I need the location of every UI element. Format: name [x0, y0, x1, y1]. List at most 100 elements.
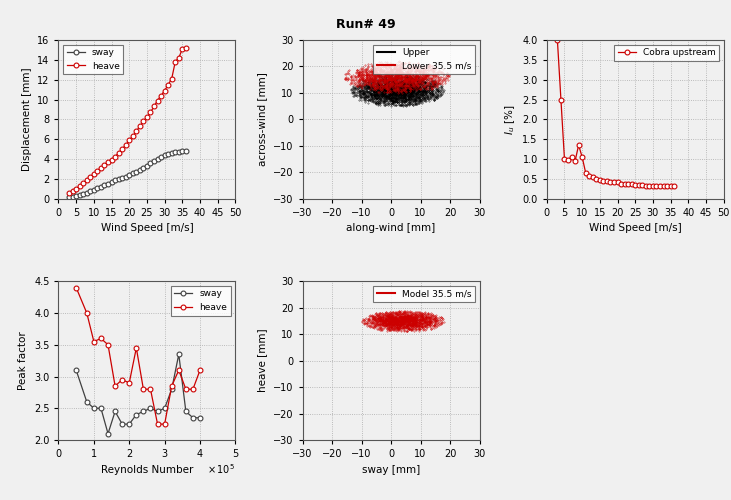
heave [89, 338, 98, 344]
Legend: Upper, Lower 35.5 m/s: Upper, Lower 35.5 m/s [373, 44, 475, 74]
heave [156, 92, 165, 98]
heave [110, 383, 119, 389]
Cobra upstream [610, 180, 618, 186]
heave [132, 128, 140, 134]
heave [175, 367, 183, 373]
sway [154, 156, 162, 162]
Cobra upstream [556, 96, 565, 102]
sway [89, 406, 98, 411]
heave [72, 186, 80, 192]
Cobra upstream [575, 142, 583, 148]
sway [196, 415, 205, 421]
X-axis label: Wind Speed [m/s]: Wind Speed [m/s] [101, 224, 193, 234]
heave [139, 386, 148, 392]
heave [175, 55, 183, 61]
sway [83, 190, 91, 196]
X-axis label: Reynolds Number: Reynolds Number [101, 464, 193, 474]
sway [171, 149, 180, 155]
Text: Run# 49: Run# 49 [336, 18, 395, 30]
sway [121, 174, 130, 180]
sway [75, 192, 84, 198]
Cobra upstream [560, 156, 569, 162]
heave [129, 133, 137, 139]
sway [156, 154, 165, 160]
sway [160, 152, 169, 158]
heave [143, 114, 151, 120]
sway [175, 352, 183, 358]
Cobra upstream [666, 183, 675, 189]
heave [171, 59, 180, 65]
Cobra upstream [581, 170, 590, 176]
Cobra upstream [656, 184, 664, 190]
heave [189, 386, 197, 392]
sway [146, 406, 155, 411]
heave [118, 146, 126, 152]
heave [89, 171, 98, 177]
heave [114, 150, 123, 156]
heave [104, 159, 113, 165]
sway [110, 178, 119, 184]
Cobra upstream [592, 176, 601, 182]
Text: $\times\,10^5$: $\times\,10^5$ [208, 462, 235, 476]
sway [150, 158, 159, 164]
sway [65, 194, 74, 200]
Cobra upstream [663, 183, 672, 189]
sway [68, 194, 77, 200]
Y-axis label: Displacement [mm]: Displacement [mm] [21, 68, 31, 171]
heave [150, 104, 159, 110]
sway [79, 191, 88, 197]
Legend: sway, heave: sway, heave [170, 286, 231, 316]
heave [75, 183, 84, 189]
heave [146, 386, 155, 392]
Line: sway: sway [74, 352, 202, 436]
heave [96, 165, 105, 171]
heave [181, 45, 190, 51]
Y-axis label: across-wind [mm]: across-wind [mm] [257, 72, 268, 166]
heave [146, 110, 155, 116]
sway [89, 187, 98, 193]
sway [167, 386, 176, 392]
sway [125, 421, 134, 427]
Y-axis label: Peak factor: Peak factor [18, 332, 29, 390]
Cobra upstream [648, 182, 657, 188]
heave [125, 380, 134, 386]
heave [125, 137, 134, 143]
Cobra upstream [631, 182, 640, 188]
Cobra upstream [659, 184, 668, 190]
heave [83, 177, 91, 183]
sway [139, 165, 148, 171]
X-axis label: along-wind [mm]: along-wind [mm] [346, 224, 436, 234]
Cobra upstream [585, 173, 594, 179]
Cobra upstream [635, 182, 643, 188]
heave [164, 82, 173, 87]
heave [93, 168, 102, 174]
heave [107, 156, 116, 162]
heave [83, 310, 91, 316]
X-axis label: sway [mm]: sway [mm] [362, 464, 420, 474]
heave [118, 376, 126, 382]
sway [164, 150, 173, 156]
sway [181, 148, 190, 154]
sway [154, 408, 162, 414]
Line: heave: heave [67, 46, 189, 195]
heave [110, 154, 119, 160]
heave [96, 336, 105, 342]
Cobra upstream [627, 182, 636, 188]
Cobra upstream [577, 154, 586, 160]
sway [143, 163, 151, 169]
heave [100, 162, 109, 168]
Cobra upstream [596, 176, 605, 182]
Legend: sway, heave: sway, heave [63, 44, 124, 74]
heave [181, 386, 190, 392]
sway [139, 408, 148, 414]
Cobra upstream [606, 179, 615, 185]
sway [118, 421, 126, 427]
heave [72, 284, 80, 290]
Cobra upstream [588, 174, 597, 180]
heave [121, 142, 130, 148]
sway [100, 182, 109, 188]
Cobra upstream [645, 182, 654, 188]
X-axis label: Wind Speed [m/s]: Wind Speed [m/s] [589, 224, 681, 234]
sway [181, 408, 190, 414]
Line: heave: heave [74, 285, 202, 426]
